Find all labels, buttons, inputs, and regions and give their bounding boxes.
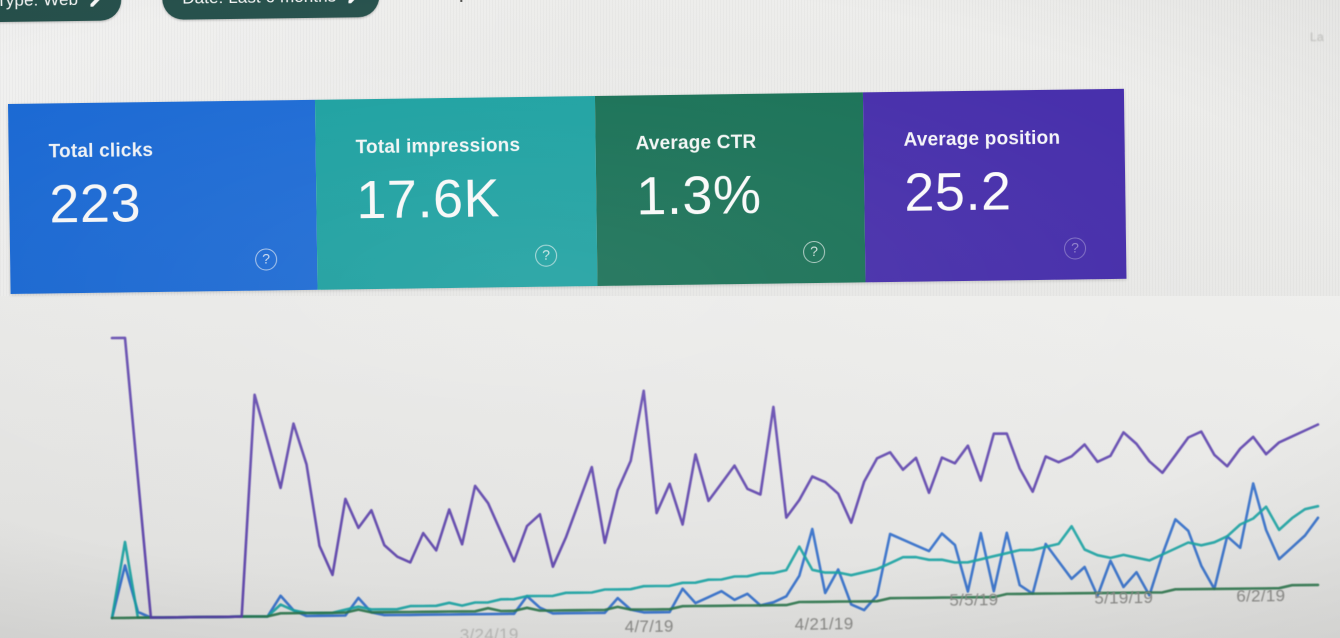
metric-card-average-position[interactable]: Average position 25.2 ? xyxy=(862,88,1127,283)
chart-x-axis: 3/24/19 4/7/19 4/21/19 5/5/19 5/19/19 6/2/19 xyxy=(0,296,1340,638)
pencil-icon xyxy=(348,0,362,3)
metric-value: 17.6K xyxy=(355,168,501,231)
date-filter-chip[interactable]: Date: Last 6 months xyxy=(161,0,380,20)
filter-toolbar: Type: Web Date: Last 6 months NEW xyxy=(0,0,1340,34)
metric-card-average-ctr[interactable]: Average CTR 1.3% ? xyxy=(594,92,866,286)
help-icon[interactable]: ? xyxy=(254,248,278,271)
metric-value: 25.2 xyxy=(903,161,1012,223)
metric-value: 1.3% xyxy=(635,164,762,227)
metric-card-total-impressions[interactable]: Total impressions 17.6K ? xyxy=(314,96,598,290)
x-axis-tick-label: 5/19/19 xyxy=(1094,587,1154,608)
metric-card-total-clicks[interactable]: Total clicks 223 ? xyxy=(8,99,318,294)
metric-label: Total impressions xyxy=(355,135,521,159)
new-button-label: NEW xyxy=(486,0,534,2)
metric-value: 223 xyxy=(48,173,142,235)
type-filter-chip[interactable]: Type: Web xyxy=(0,0,122,23)
x-axis-tick-label: 6/2/19 xyxy=(1236,586,1286,606)
chart-series-position xyxy=(110,336,1320,619)
help-icon[interactable]: ? xyxy=(534,244,558,267)
plus-icon xyxy=(450,0,472,2)
metric-cards: Total clicks 223 ? Total impressions 17.… xyxy=(8,88,1127,294)
last-updated-text: La xyxy=(1310,30,1324,44)
metric-label: Total clicks xyxy=(48,140,154,163)
x-axis-tick-label: 4/7/19 xyxy=(624,616,674,637)
x-axis-tick-label: 5/5/19 xyxy=(949,590,999,610)
x-axis-tick-label: 3/24/19 xyxy=(459,624,519,638)
date-filter-label: Date: Last 6 months xyxy=(182,0,336,9)
chart-lines xyxy=(110,336,1320,620)
new-button[interactable]: NEW xyxy=(450,0,534,2)
help-icon[interactable]: ? xyxy=(802,240,826,264)
performance-chart[interactable]: 3/24/19 4/7/19 4/21/19 5/5/19 5/19/19 6/2/19 xyxy=(0,296,1340,638)
help-icon[interactable]: ? xyxy=(1063,237,1087,260)
chart-series-clicks xyxy=(110,482,1320,620)
pencil-icon xyxy=(90,0,103,7)
type-filter-label: Type: Web xyxy=(0,0,79,11)
chart-series-ctr xyxy=(110,583,1320,620)
x-axis-tick-label: 4/21/19 xyxy=(794,614,854,634)
metric-label: Average position xyxy=(903,127,1061,151)
metric-label: Average CTR xyxy=(635,131,757,155)
